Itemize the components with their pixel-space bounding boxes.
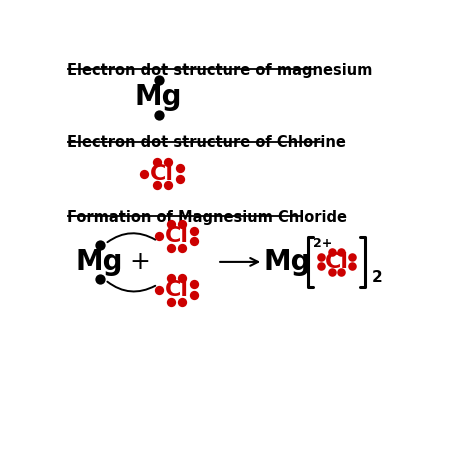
Point [318, 263, 325, 270]
Text: Cl: Cl [165, 226, 189, 246]
Point [337, 248, 345, 255]
Point [191, 238, 198, 245]
Point [97, 275, 104, 283]
Text: Formation of Magnesium Chloride: Formation of Magnesium Chloride [66, 210, 346, 225]
Point [164, 158, 172, 165]
Point [191, 281, 198, 288]
Point [179, 220, 186, 228]
Point [155, 232, 163, 239]
Point [179, 298, 186, 305]
Point [328, 248, 336, 255]
Point [167, 220, 175, 228]
Text: 2+: 2+ [313, 238, 333, 250]
Point [348, 254, 356, 261]
Text: Cl: Cl [165, 279, 189, 300]
Point [191, 227, 198, 234]
Point [179, 274, 186, 281]
Text: Cl: Cl [150, 163, 174, 184]
Text: Cl: Cl [325, 252, 348, 272]
Point [97, 241, 104, 248]
Text: Mg: Mg [135, 83, 182, 111]
Point [179, 244, 186, 252]
Point [167, 244, 175, 252]
Point [337, 269, 345, 276]
Point [176, 175, 183, 182]
Point [164, 182, 172, 189]
Point [155, 76, 163, 84]
Point [348, 263, 356, 270]
Text: Mg: Mg [76, 248, 123, 276]
Text: Mg: Mg [263, 248, 311, 276]
Point [155, 286, 163, 293]
Point [167, 298, 175, 305]
Point [176, 165, 183, 172]
Point [328, 269, 336, 276]
Point [167, 274, 175, 281]
Text: 2: 2 [372, 270, 382, 285]
Text: +: + [129, 250, 151, 274]
Point [155, 111, 163, 118]
Point [191, 291, 198, 298]
Text: Electron dot structure of Chlorine: Electron dot structure of Chlorine [66, 135, 346, 150]
Point [153, 182, 160, 189]
Point [318, 254, 325, 261]
Point [153, 158, 160, 165]
Text: Electron dot structure of magnesium: Electron dot structure of magnesium [66, 63, 372, 78]
Point [141, 170, 148, 177]
